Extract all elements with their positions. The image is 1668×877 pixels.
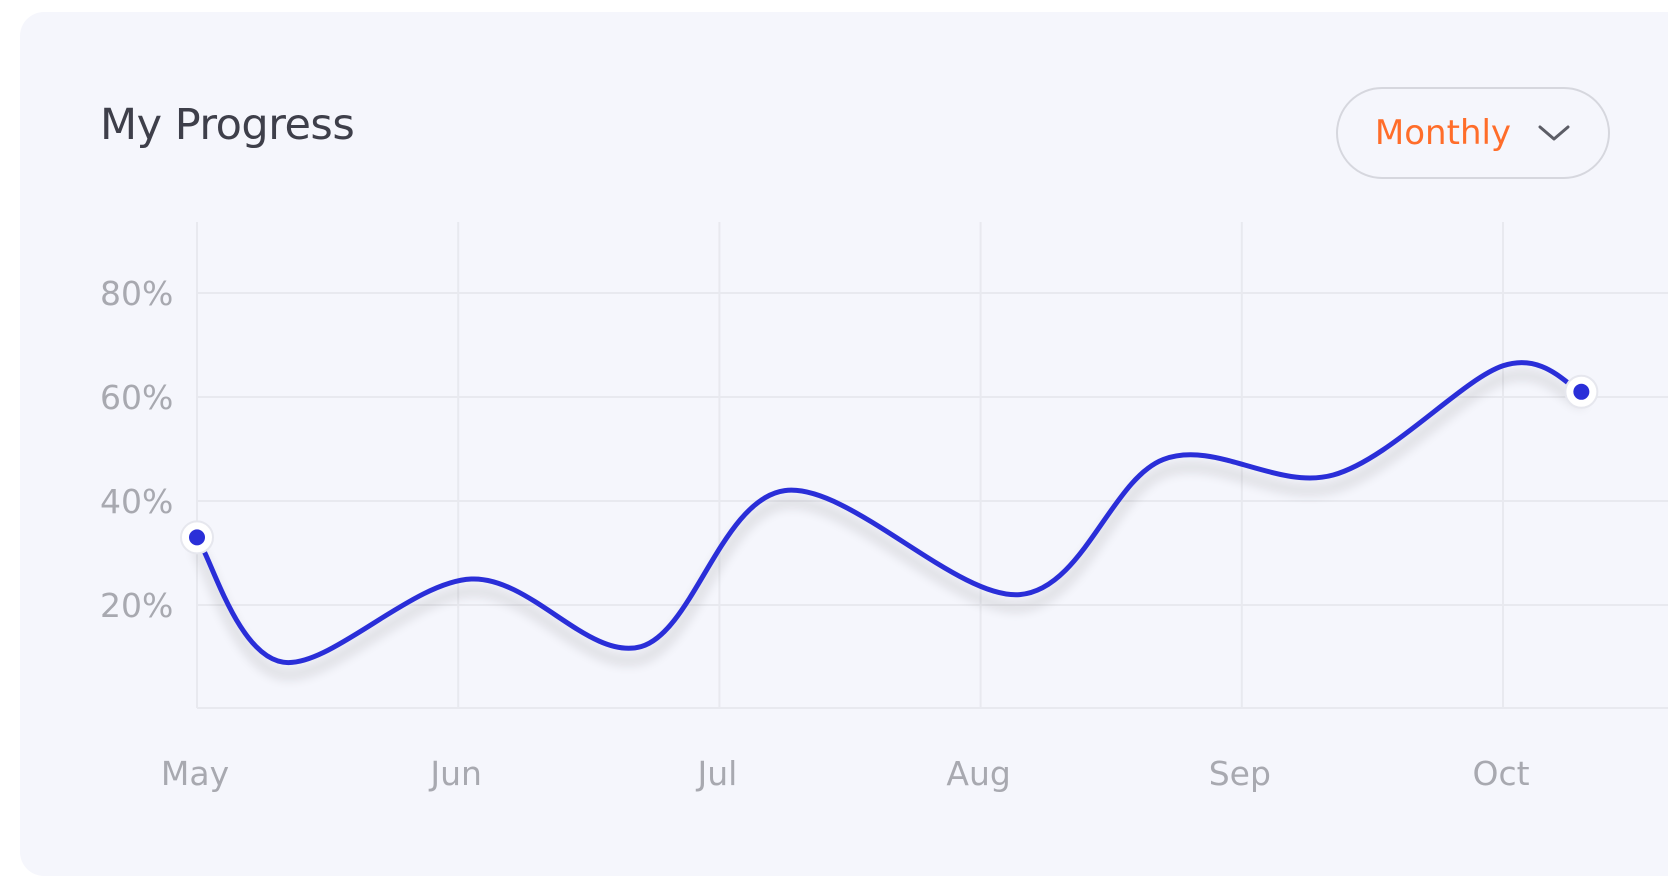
data-point xyxy=(1573,383,1590,400)
y-tick-label: 80% xyxy=(100,274,173,313)
chart-grid xyxy=(196,222,1668,709)
data-point xyxy=(189,529,205,546)
x-tick-label: Jul xyxy=(695,754,737,793)
x-tick-label: Aug xyxy=(946,754,1010,793)
chevron-down-icon xyxy=(1537,123,1571,143)
card-title: My Progress xyxy=(100,100,355,150)
y-tick-label: 20% xyxy=(100,586,173,625)
x-tick-label: May xyxy=(161,754,229,793)
x-tick-label: Oct xyxy=(1472,754,1529,793)
y-tick-label: 40% xyxy=(100,482,173,521)
period-dropdown[interactable]: Monthly xyxy=(1336,87,1610,179)
progress-line xyxy=(194,360,1584,665)
period-dropdown-label: Monthly xyxy=(1374,113,1512,153)
y-tick-label: 60% xyxy=(100,378,173,417)
chart-series xyxy=(180,360,1599,665)
chart-tick-labels: 80% 60% 40% 20% May Jun Jul Aug Sep Oct xyxy=(100,274,1530,793)
x-tick-label: Sep xyxy=(1209,754,1271,793)
x-tick-label: Jun xyxy=(428,754,482,793)
